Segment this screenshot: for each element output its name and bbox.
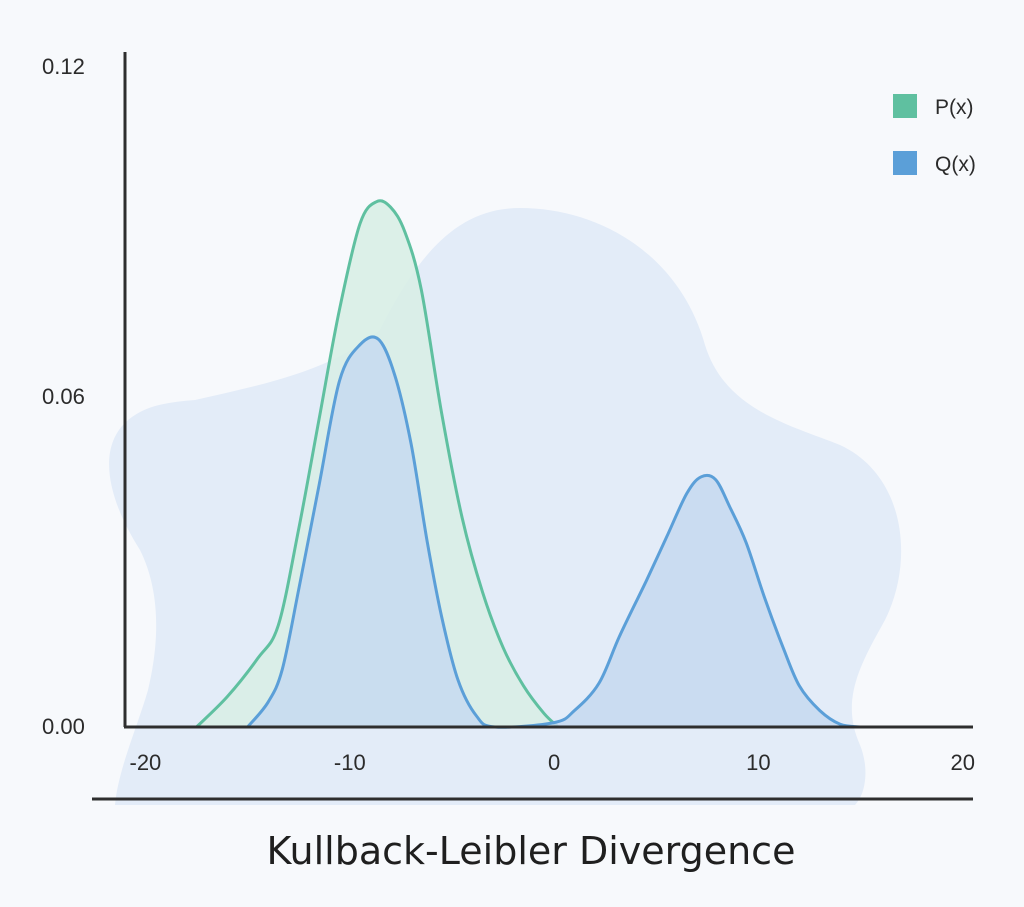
y-tick-label: 0.00 xyxy=(42,714,85,739)
x-tick-label: -10 xyxy=(334,750,366,775)
x-tick-label: 0 xyxy=(548,750,560,775)
y-tick-label: 0.06 xyxy=(42,384,85,409)
legend-label-q: Q(x) xyxy=(935,153,976,176)
legend-label-p: P(x) xyxy=(935,96,974,119)
series-layer xyxy=(195,199,861,729)
x-tick-label: 20 xyxy=(951,750,975,775)
chart-title: Kullback-Leibler Divergence xyxy=(267,829,796,873)
legend-swatch-p xyxy=(893,94,917,118)
series-line-px xyxy=(195,199,560,729)
x-tick-label: -20 xyxy=(130,750,162,775)
tick-layer: -20 -10 0 10 20 0.00 0.06 0.12 xyxy=(42,54,975,775)
legend-swatch-q xyxy=(893,151,917,175)
x-tick-label: 10 xyxy=(746,750,770,775)
y-tick-label: 0.12 xyxy=(42,54,85,79)
series-line-qx xyxy=(246,335,861,729)
series-area-qx xyxy=(247,336,861,728)
legend: P(x) Q(x) xyxy=(893,94,976,176)
